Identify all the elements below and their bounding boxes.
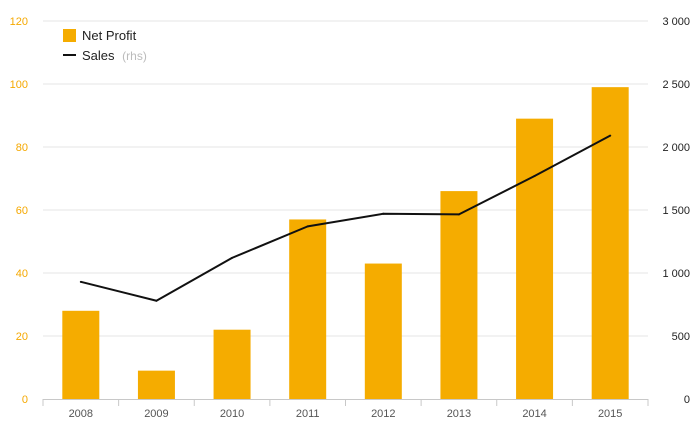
net-profit-bars <box>62 87 629 400</box>
bar <box>516 118 554 400</box>
legend-net-profit-label: Net Profit <box>82 28 137 43</box>
sales-line <box>80 134 611 302</box>
legend-sales-label: Sales (rhs) <box>82 48 147 63</box>
right-axis-tick-label: 0 <box>684 394 690 406</box>
sales-point <box>609 134 612 137</box>
right-axis-tick-label: 2 500 <box>662 79 690 91</box>
legend-sales-name: Sales <box>82 48 115 63</box>
bar <box>591 87 629 400</box>
bar <box>364 263 402 399</box>
right-axis-tick-label: 500 <box>672 331 690 343</box>
x-axis-tick-label: 2009 <box>144 408 168 420</box>
axes: 0 0 20 500 40 1 000 60 1 500 80 2 000 100 2 500 120 3… <box>10 16 690 420</box>
left-axis-tick-label: 100 <box>10 79 28 91</box>
sales-point <box>457 213 460 216</box>
left-axis-tick-label: 0 <box>22 394 28 406</box>
grid-lines <box>43 20 648 337</box>
sales-point <box>382 212 385 215</box>
left-axis-tick-label: 20 <box>16 331 28 343</box>
legend-sales-suffix: (rhs) <box>122 49 147 63</box>
right-axis-tick-label: 2 000 <box>662 142 690 154</box>
x-axis-tick-label: 2011 <box>296 408 320 420</box>
bar <box>62 310 100 399</box>
left-axis-tick-label: 80 <box>16 142 28 154</box>
right-axis-tick-label: 1 500 <box>662 205 690 217</box>
sales-point <box>306 225 309 228</box>
x-axis-tick-label: 2010 <box>220 408 244 420</box>
left-axis-tick-label: 120 <box>10 16 28 28</box>
bar <box>289 219 327 399</box>
x-axis-tick-label: 2008 <box>69 408 93 420</box>
x-axis-tick-label: 2012 <box>371 408 395 420</box>
sales-point <box>79 280 82 283</box>
bar <box>137 370 175 399</box>
legend-net-profit-swatch <box>63 29 76 42</box>
left-axis-tick-label: 60 <box>16 205 28 217</box>
right-axis-tick-label: 3 000 <box>662 16 690 28</box>
x-axis-tick-label: 2015 <box>598 408 622 420</box>
sales-point <box>155 299 158 302</box>
x-axis-tick-label: 2013 <box>447 408 471 420</box>
sales-line-layer <box>79 134 612 302</box>
legend: Net Profit Sales (rhs) <box>63 28 147 63</box>
left-axis-tick-label: 40 <box>16 268 28 280</box>
sales-point <box>231 256 234 259</box>
right-axis-tick-label: 1 000 <box>662 268 690 280</box>
x-axis-tick-label: 2014 <box>522 408 546 420</box>
bar <box>440 191 478 399</box>
sales-point <box>533 174 536 177</box>
bar <box>213 329 251 399</box>
